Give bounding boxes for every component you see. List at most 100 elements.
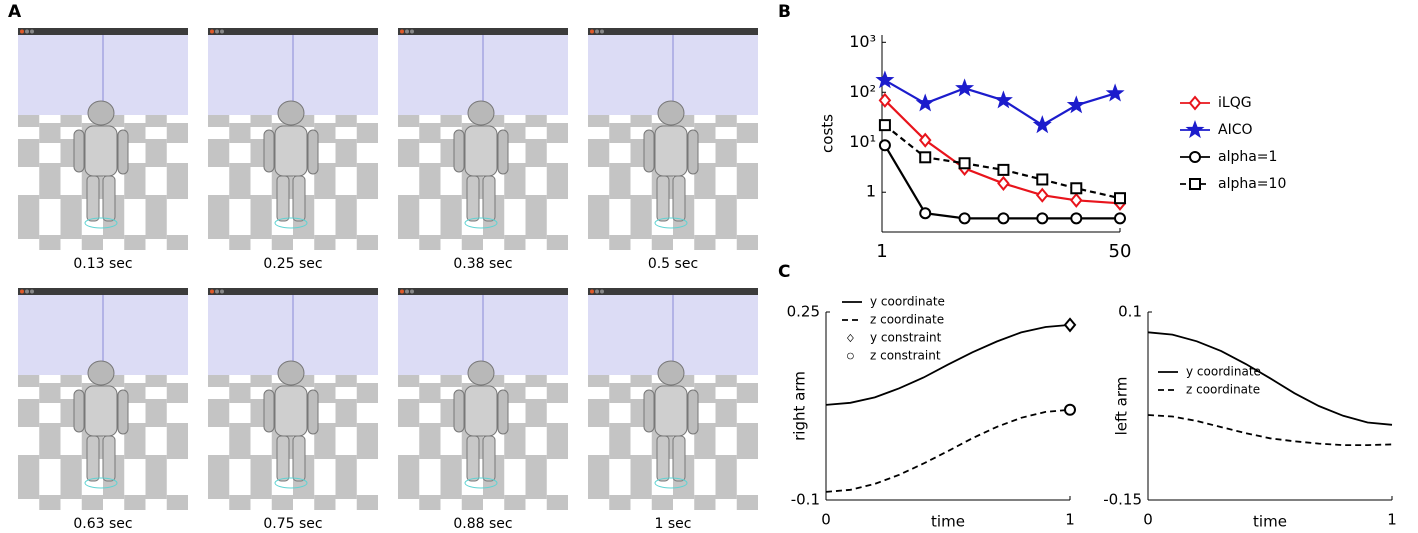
marker xyxy=(1036,212,1049,225)
floor-tile xyxy=(609,123,631,143)
robot-leg xyxy=(276,175,290,222)
floor-tile xyxy=(208,455,230,499)
robot-body xyxy=(84,385,118,437)
floor-tile xyxy=(736,495,758,510)
floor-tile xyxy=(356,123,378,143)
snapshot: 0.88 sec xyxy=(398,288,568,532)
floor-tile xyxy=(166,163,188,199)
floor-tile xyxy=(39,163,61,199)
window-button xyxy=(25,289,29,294)
marker xyxy=(1063,317,1077,333)
floor-tile xyxy=(546,235,568,250)
floor-tile xyxy=(398,115,420,127)
floor-tile xyxy=(694,423,716,459)
legend-label: z coordinate xyxy=(1186,383,1260,397)
robot-arm xyxy=(73,129,85,173)
legend-label: y constraint xyxy=(870,331,942,345)
window-bar xyxy=(208,28,378,35)
x-tick-label: 0 xyxy=(821,511,831,529)
robot-arm xyxy=(117,129,129,175)
floor-tile xyxy=(398,195,420,239)
legend-label: y coordinate xyxy=(870,295,945,309)
window-button xyxy=(25,29,29,34)
snapshot: 0.38 sec xyxy=(398,28,568,272)
floor-tile xyxy=(18,455,40,499)
robot-body xyxy=(464,385,498,437)
window-button xyxy=(400,289,404,294)
marker xyxy=(1035,187,1049,203)
floor-tile xyxy=(736,163,758,199)
window-button xyxy=(600,29,604,34)
robot-body xyxy=(274,385,308,437)
floor-tile xyxy=(609,235,631,250)
floor-tile xyxy=(440,115,462,127)
floor-tile xyxy=(314,383,336,403)
floor-tile xyxy=(18,375,40,387)
floor-tile xyxy=(630,455,652,499)
floor-tile xyxy=(166,123,188,143)
floor-tile xyxy=(124,163,146,199)
floor-tile xyxy=(314,123,336,143)
snapshot: 0.5 sec xyxy=(588,28,758,272)
floor-tile xyxy=(166,495,188,510)
foot-marker xyxy=(274,217,308,229)
foot-marker xyxy=(84,477,118,489)
robot-leg xyxy=(102,175,116,222)
floor-tile xyxy=(145,399,167,427)
foot-marker xyxy=(274,477,308,489)
marker xyxy=(878,119,891,132)
foot-marker xyxy=(84,217,118,229)
robot-leg xyxy=(102,435,116,482)
legend-label: iLQG xyxy=(1218,95,1252,111)
floor-tile xyxy=(18,115,40,127)
robot-leg xyxy=(656,435,670,482)
floor-tile xyxy=(504,123,526,143)
legend-label: y coordinate xyxy=(1186,365,1261,379)
window-button xyxy=(595,29,599,34)
floor-tile xyxy=(60,455,82,499)
window-button xyxy=(410,29,414,34)
robot-body xyxy=(654,125,688,177)
floor-tile xyxy=(609,383,631,403)
snapshot: 1 sec xyxy=(588,288,758,532)
snapshot-caption: 0.5 sec xyxy=(648,256,698,272)
robot-arm xyxy=(643,389,655,433)
snapshot: 0.25 sec xyxy=(208,28,378,272)
floor-tile xyxy=(715,195,737,239)
marker xyxy=(958,212,971,225)
floor-tile xyxy=(588,139,610,167)
floor-tile xyxy=(145,455,167,499)
floor-tile xyxy=(588,375,610,387)
panel-label: A xyxy=(8,2,22,22)
floor-tile xyxy=(609,495,631,510)
marker xyxy=(1066,95,1086,114)
floor-tile xyxy=(166,423,188,459)
snapshot-caption: 0.75 sec xyxy=(263,516,322,532)
marker xyxy=(993,90,1013,109)
floor-tile xyxy=(546,163,568,199)
window-button xyxy=(20,289,24,294)
floor-tile xyxy=(250,195,272,239)
floor-tile xyxy=(736,235,758,250)
marker xyxy=(1032,115,1052,134)
window-button xyxy=(595,289,599,294)
marker xyxy=(997,163,1010,176)
floor-tile xyxy=(525,195,547,239)
window-bar xyxy=(398,28,568,35)
floor-tile xyxy=(39,495,61,510)
floor-tile xyxy=(651,235,673,250)
floor-tile xyxy=(229,123,251,143)
y-tick-label: -0.15 xyxy=(1103,491,1142,509)
floor-tile xyxy=(229,495,251,510)
robot-arm xyxy=(453,129,465,173)
marker xyxy=(1064,403,1076,416)
robot-arm xyxy=(73,389,85,433)
robot-arm xyxy=(453,389,465,433)
marker xyxy=(1036,173,1049,186)
floor-tile xyxy=(630,375,652,387)
robot-leg xyxy=(482,175,496,222)
window-button xyxy=(590,289,594,294)
robot-leg xyxy=(276,435,290,482)
marker xyxy=(919,151,932,164)
